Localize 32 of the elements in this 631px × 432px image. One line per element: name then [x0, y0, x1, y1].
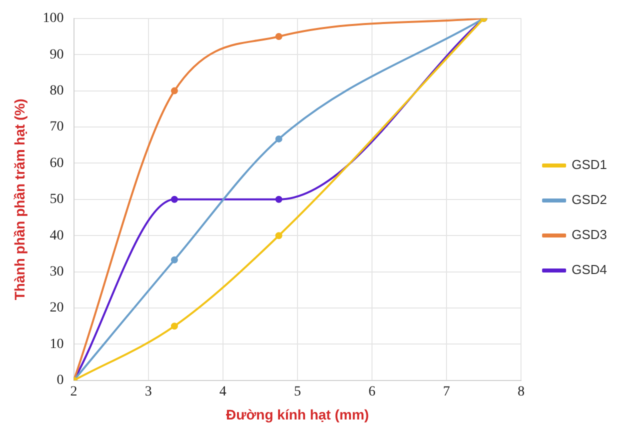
point [275, 33, 282, 40]
legend-label: GSD4 [572, 262, 608, 278]
x-tick-label: 5 [294, 384, 301, 400]
point [170, 322, 178, 330]
x-tick-label: 2 [70, 384, 78, 400]
x-tick-label: 7 [443, 384, 450, 400]
x-tick-label: 6 [368, 384, 376, 400]
point [275, 135, 282, 142]
y-tick-label: 10 [50, 336, 64, 352]
x-tick-label: 3 [144, 384, 152, 400]
x-tick-label: 8 [518, 384, 525, 400]
y-tick-label: 30 [50, 264, 64, 280]
y-tick-label: 50 [50, 192, 64, 208]
y-tick-label: 90 [50, 47, 64, 62]
x-axis-title: Đường kính hạt (mm) [226, 406, 369, 422]
point [170, 196, 178, 203]
y-tick-label: 70 [50, 120, 64, 135]
x-tick-label: 4 [219, 384, 226, 400]
y-axis-title: Thành phần phần trăm hạt (%) [11, 98, 28, 300]
y-tick-label: 40 [50, 228, 64, 244]
y-tick-label: 60 [50, 156, 64, 171]
y-tick-label: 100 [42, 11, 64, 26]
y-tick-label: 80 [50, 83, 64, 98]
legend-label: GSD2 [572, 192, 608, 208]
y-tick-label: 0 [56, 373, 64, 388]
legend-label: GSD1 [572, 157, 608, 172]
point [275, 196, 282, 203]
point [170, 87, 178, 94]
point [275, 232, 282, 240]
y-tick-label: 20 [50, 300, 64, 316]
point [170, 256, 178, 264]
legend-label: GSD3 [572, 227, 608, 242]
